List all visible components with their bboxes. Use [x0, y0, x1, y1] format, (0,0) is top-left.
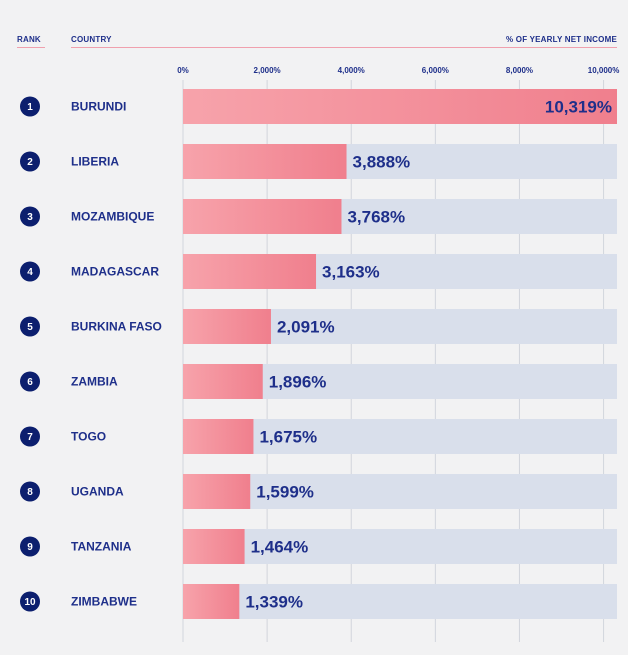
bar — [183, 89, 617, 124]
rank-badge — [20, 96, 40, 117]
value-label: 3,163% — [322, 263, 380, 282]
country-label: UGANDA — [71, 485, 124, 499]
value-label: 2,091% — [277, 318, 335, 337]
rank-number: 1 — [27, 102, 33, 113]
bar-row: 4 MADAGASCAR 3,163% — [20, 254, 617, 289]
country-label: MADAGASCAR — [71, 265, 159, 279]
bar-track — [183, 584, 617, 619]
x-tick-label: 4,000% — [338, 66, 365, 75]
rank-number: 6 — [27, 377, 33, 388]
rank-badge — [20, 316, 40, 337]
bar — [183, 254, 317, 289]
header-underline — [71, 47, 617, 48]
value-label: 3,888% — [353, 153, 411, 172]
bar-row: 5 BURKINA FASO 2,091% — [20, 309, 617, 344]
bar — [183, 584, 240, 619]
rank-number: 8 — [27, 487, 33, 498]
country-label: TOGO — [71, 430, 106, 444]
country-label: ZAMBIA — [71, 375, 118, 389]
country-label: MOZAMBIQUE — [71, 210, 154, 224]
country-label: LIBERIA — [71, 155, 119, 169]
bar — [183, 419, 254, 454]
country-header: COUNTRY — [71, 35, 112, 44]
rank-number: 3 — [27, 212, 33, 223]
value-label: 10,319% — [545, 98, 612, 117]
bar-row: 2 LIBERIA 3,888% — [20, 144, 617, 179]
bar-row: 10 ZIMBABWE 1,339% — [20, 584, 617, 619]
rank-number: 7 — [27, 432, 33, 443]
country-label: BURUNDI — [71, 100, 126, 114]
bar — [183, 199, 342, 234]
rank-badge — [20, 481, 40, 502]
rank-number: 9 — [27, 542, 33, 553]
bar — [183, 144, 347, 179]
rank-badge — [20, 536, 40, 557]
rank-badge — [20, 371, 40, 392]
rank-header: RANK — [17, 35, 41, 44]
bar-track — [183, 419, 617, 454]
bar — [183, 364, 263, 399]
rank-badge — [20, 261, 40, 282]
bar — [183, 529, 245, 564]
bar-row: 7 TOGO 1,675% — [20, 419, 617, 454]
value-label: 1,339% — [245, 593, 303, 612]
bar-row: 1 BURUNDI 10,319% — [20, 89, 617, 124]
bar — [183, 309, 271, 344]
bar-row: 6 ZAMBIA 1,896% — [20, 364, 617, 399]
bar-track — [183, 529, 617, 564]
x-tick-label: 10,000% — [588, 66, 620, 75]
x-tick-label: 8,000% — [506, 66, 533, 75]
value-label: 1,675% — [259, 428, 317, 447]
bar-track — [183, 474, 617, 509]
bar-rows: 1 BURUNDI 10,319% 2 LIBERIA 3,888% 3 MOZAMBIQUE… — [20, 89, 617, 619]
country-label: TANZANIA — [71, 540, 132, 554]
x-tick-label: 2,000% — [254, 66, 281, 75]
value-label: 1,599% — [256, 483, 314, 502]
rank-badge — [20, 591, 40, 612]
x-tick-label: 6,000% — [422, 66, 449, 75]
rank-badge — [20, 426, 40, 447]
x-axis-ticks: 0% 2,000% 4,000% 6,000% 8,000% 10,000% — [177, 66, 619, 75]
rank-number: 4 — [27, 267, 33, 278]
bar — [183, 474, 251, 509]
country-label: ZIMBABWE — [71, 595, 137, 609]
rank-header-underline — [17, 47, 45, 48]
bar-row: 9 TANZANIA 1,464% — [20, 529, 617, 564]
value-label: 1,896% — [269, 373, 327, 392]
rank-badge — [20, 151, 40, 172]
metric-header: % OF YEARLY NET INCOME — [506, 35, 617, 44]
rank-badge — [20, 206, 40, 227]
x-tick-label: 0% — [177, 66, 189, 75]
value-label: 3,768% — [347, 208, 405, 227]
rank-number: 5 — [27, 322, 33, 333]
bar-row: 3 MOZAMBIQUE 3,768% — [20, 199, 617, 234]
rank-number: 10 — [24, 597, 36, 608]
rank-number: 2 — [27, 157, 33, 168]
country-label: BURKINA FASO — [71, 320, 162, 334]
bar-row: 8 UGANDA 1,599% — [20, 474, 617, 509]
value-label: 1,464% — [251, 538, 309, 557]
